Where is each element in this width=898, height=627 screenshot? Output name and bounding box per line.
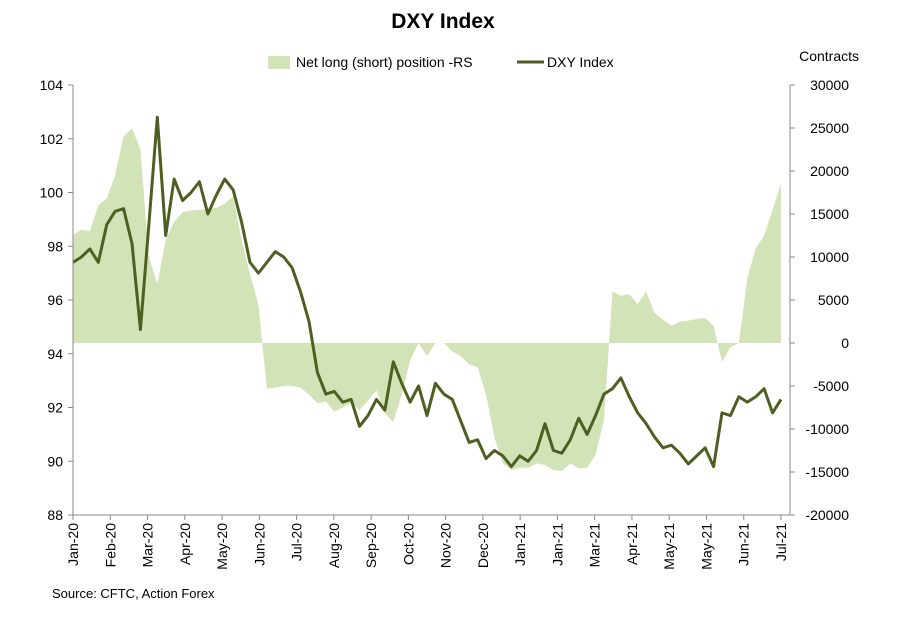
x-tick-label: Jun-21 [736,523,752,566]
x-tick-label: Dec-20 [475,523,491,568]
right-tick-label: -20000 [805,507,849,523]
x-tick-label: Jan-21 [549,523,565,566]
plot-area [72,115,783,472]
right-tick-label: -10000 [805,421,849,437]
left-tick-label: 94 [47,346,63,362]
legend-label-line: DXY Index [547,54,614,70]
x-tick-label: Jan-21 [512,523,528,566]
right-tick-label: 15000 [810,206,849,222]
x-tick-label: May-21 [698,523,714,570]
left-tick-label: 100 [40,185,64,201]
left-tick-label: 98 [47,238,63,254]
right-tick-label: -15000 [805,464,849,480]
left-tick-label: 102 [40,131,64,147]
x-tick-label: Jan-20 [65,523,81,566]
legend-label-area: Net long (short) position -RS [296,54,473,70]
line-series-dxy [72,115,783,469]
area-series-net-position [73,128,781,472]
axes: 88 90 92 94 96 98 100 102 104 -20000 -15000 -10000 -… [40,77,850,570]
right-tick-label: 25000 [810,120,849,136]
x-tick-label: Feb-20 [102,523,118,568]
right-tick-label: 10000 [810,249,849,265]
left-tick-label: 90 [47,453,63,469]
right-tick-label: 30000 [810,77,849,93]
x-tick-label: May-20 [214,523,230,570]
right-tick-label: -5000 [813,378,849,394]
right-axis-title: Contracts [799,48,859,64]
x-tick-label: Sep-20 [363,523,379,568]
x-tick-label: May-21 [661,523,677,570]
x-tick-label: Oct-20 [400,523,416,565]
x-tick-label: Aug-20 [326,523,342,568]
x-tick-label: Mar-20 [140,523,156,568]
legend: Net long (short) position -RS DXY Index [268,54,614,70]
right-tick-label: 0 [841,335,849,351]
left-tick-label: 96 [47,292,63,308]
x-tick-label: Jul-20 [289,523,305,561]
x-tick-label: Apr-20 [177,523,193,565]
right-tick-label: 5000 [818,292,849,308]
source-note: Source: CFTC, Action Forex [52,586,215,601]
x-tick-label: Jul-21 [773,523,789,561]
left-tick-label: 104 [40,77,64,93]
left-tick-label: 88 [47,507,63,523]
x-tick-label: Jun-20 [251,523,267,566]
x-tick-label: Apr-21 [624,523,640,565]
x-tick-label: Mar-21 [587,523,603,568]
right-tick-label: 20000 [810,163,849,179]
legend-swatch-area [268,56,290,69]
chart-title: DXY Index [391,10,495,33]
x-tick-label: Nov-20 [438,523,454,568]
left-tick-label: 92 [47,400,63,416]
